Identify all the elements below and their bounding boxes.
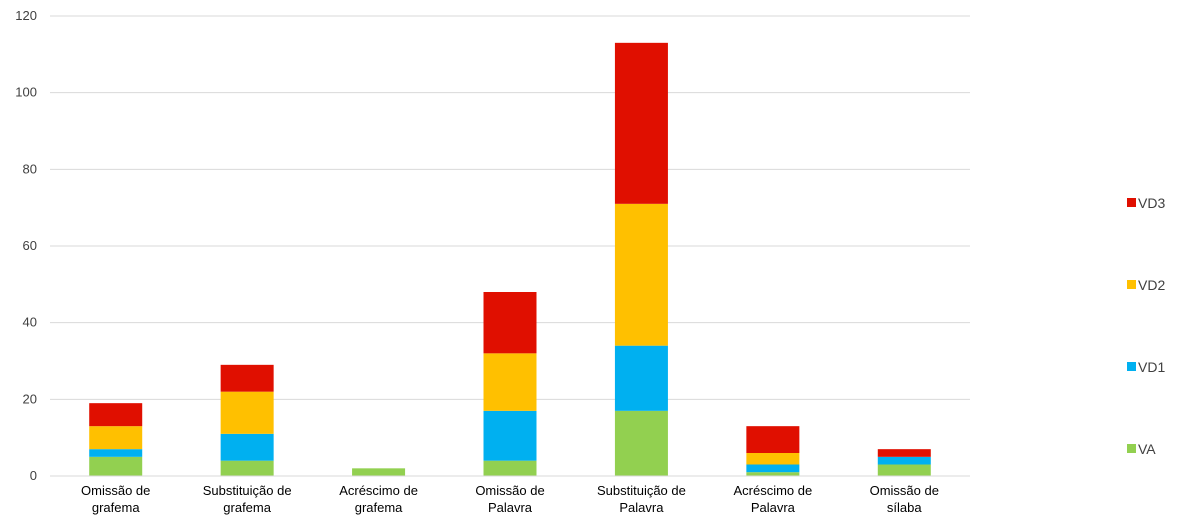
bar-segment-va [220,460,274,476]
y-tick-label: 80 [23,161,37,176]
bar-segment-va [614,410,668,476]
y-tick-label: 20 [23,391,37,406]
legend-label-vd1: VD1 [1138,359,1165,375]
bar-segment-vd2 [483,353,537,411]
bar-segment-vd1 [483,410,537,461]
x-category-label-line: Palavra [751,500,796,515]
x-category-label: Substituição de grafema [203,483,292,515]
bar-segment-va [89,456,143,476]
bar-segment-vd3 [89,403,143,427]
x-category-label: Acréscimo de grafema [339,483,418,515]
bar-segment-vd1 [614,345,668,411]
legend: VD3 VD2 VD1 VA [1127,195,1165,457]
x-category-label: Substituição de Palavra [597,483,686,515]
x-category-label-line: Omissão de [81,483,150,498]
bar-segment-vd1 [746,464,800,473]
bar-segment-vd1 [89,449,143,457]
x-category-label-line: Omissão de [475,483,544,498]
bar-segment-vd2 [614,203,668,346]
legend-label-va: VA [1138,441,1156,457]
y-tick-label: 100 [15,85,37,100]
y-axis-ticks: 0 20 40 60 80 100 120 [15,8,37,483]
y-tick-label: 0 [30,468,37,483]
bar-segment-vd2 [746,453,800,465]
x-category-label-line: Substituição de [203,483,292,498]
bar-segment-vd3 [877,449,931,457]
y-tick-label: 120 [15,8,37,23]
bar-segment-vd3 [746,426,800,453]
bar-segment-va [746,472,800,476]
bar-segment-vd1 [220,433,274,461]
x-category-label-line: Omissão de [870,483,939,498]
x-category-label-line: Substituição de [597,483,686,498]
x-category-label-line: Acréscimo de [339,483,418,498]
bar-segment-va [352,468,406,476]
bars [89,42,931,476]
legend-label-vd2: VD2 [1138,277,1165,293]
x-category-label-line: grafema [92,500,140,515]
bar-segment-vd3 [483,292,537,354]
bar-segment-vd3 [220,364,274,392]
legend-swatch-va [1127,444,1136,453]
x-category-label: Acréscimo de Palavra [733,483,812,515]
x-category-label: Omissão de sílaba [870,483,939,515]
bar-segment-va [877,464,931,476]
x-category-label-line: grafema [355,500,403,515]
y-tick-label: 60 [23,238,37,253]
x-category-label-line: Acréscimo de [733,483,812,498]
x-category-label: Omissão de Palavra [475,483,544,515]
y-tick-label: 40 [23,315,37,330]
x-category-label: Omissão de grafema [81,483,150,515]
bar-segment-vd2 [89,426,143,450]
legend-swatch-vd3 [1127,198,1136,207]
x-category-label-line: Palavra [619,500,664,515]
legend-swatch-vd1 [1127,362,1136,371]
bar-segment-vd2 [220,391,274,434]
bar-segment-vd3 [614,42,668,204]
x-category-label-line: sílaba [887,500,922,515]
x-category-label-line: Palavra [488,500,533,515]
x-category-label-line: grafema [223,500,271,515]
legend-label-vd3: VD3 [1138,195,1165,211]
legend-swatch-vd2 [1127,280,1136,289]
gridlines [50,15,970,400]
bar-segment-va [483,460,537,476]
bar-segment-vd1 [877,456,931,465]
